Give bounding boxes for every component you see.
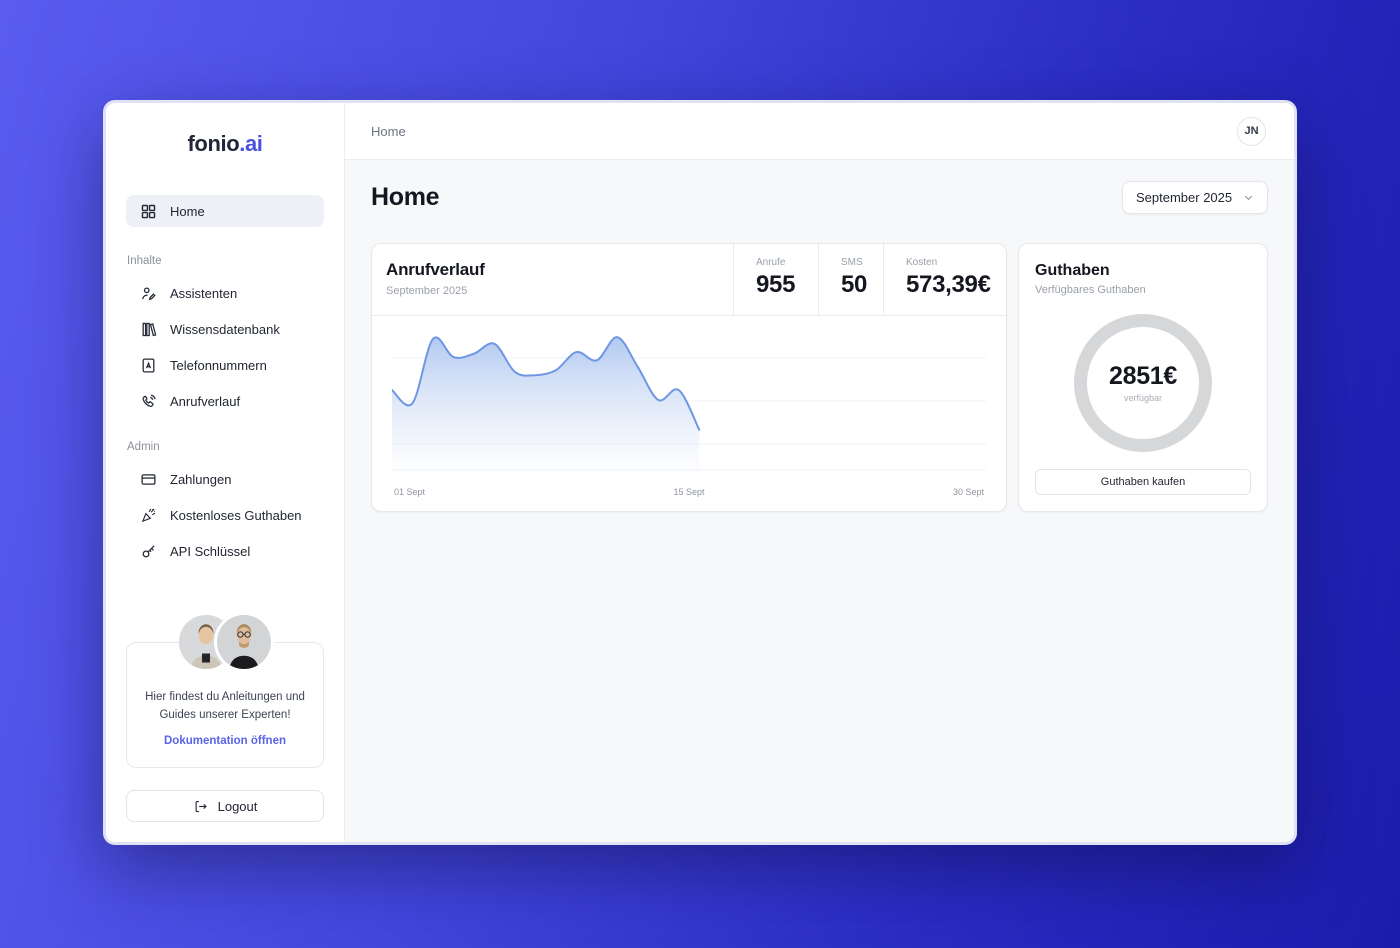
balance-caption: verfügbar [1123,393,1163,403]
chevron-down-icon [1244,195,1253,201]
phone-call-icon [140,393,157,410]
logo-text-accent: .ai [239,131,263,156]
nav-section-inhalte: Inhalte [127,255,162,267]
balance-ring: 2851€ verfügbar [1074,313,1212,452]
stat-value: 50 [841,271,868,298]
docs-message: Hier findest du Anleitungen und Guides u… [145,691,305,722]
sidebar-item-assistenten[interactable]: Assistenten [126,277,324,309]
sidebar-item-label: Kostenloses Guthaben [170,507,302,523]
page-content: Home September 2025 Anrufverlauf Septemb… [345,160,1294,842]
app-window: fonio.ai Home Inhalte Assistenten W [103,100,1297,845]
stat-kosten: Kosten 573,39€ [883,244,1006,315]
expert-avatars [179,615,271,670]
stat-label: SMS [841,257,863,268]
sidebar: fonio.ai Home Inhalte Assistenten W [106,103,345,842]
call-card-title: Anrufverlauf [386,260,485,279]
period-selector-value: September 2025 [1136,190,1233,205]
stat-anrufe: Anrufe 955 [733,244,818,315]
credit-card-icon [140,471,157,488]
call-history-card: Anrufverlauf September 2025 Anrufe 955 S… [371,243,1007,512]
stat-sms: SMS 50 [818,244,883,315]
sidebar-item-label: Assistenten [170,285,238,301]
sidebar-item-wissensdatenbank[interactable]: Wissensdatenbank [126,313,324,345]
logout-icon [195,800,207,812]
sidebar-nav: Home Inhalte Assistenten Wissensdatenban… [126,195,324,567]
assistant-person-icon [140,285,157,302]
chart-area-fill [392,337,700,476]
party-popper-icon [140,507,157,524]
buy-credit-button[interactable]: Guthaben kaufen [1035,469,1251,495]
x-tick-mid: 15 Sept [673,487,705,497]
contact-book-icon [140,357,157,374]
logout-button[interactable]: Logout [126,790,324,822]
sidebar-item-label: Zahlungen [170,471,232,487]
sidebar-item-label: API Schlüssel [170,543,251,559]
balance-card-title: Guthaben [1035,262,1110,279]
call-card-header: Anrufverlauf September 2025 Anrufe 955 S… [372,244,1006,316]
sidebar-item-telefonnummern[interactable]: Telefonnummern [126,349,324,381]
period-selector[interactable]: September 2025 [1122,181,1268,214]
sidebar-item-zahlungen[interactable]: Zahlungen [126,463,324,495]
stat-value: 573,39€ [906,271,991,298]
balance-card: Guthaben Verfügbares Guthaben 2851€ verf… [1018,243,1268,512]
logo: fonio.ai [126,131,324,157]
books-icon [140,321,157,338]
docs-card-wrap: Hier findest du Anleitungen und Guides u… [126,615,324,768]
sidebar-item-kostenloses-guthaben[interactable]: Kostenloses Guthaben [126,499,324,531]
main-area: Home JN Home September 2025 Anrufverlauf… [345,103,1294,842]
logout-label: Logout [217,798,258,814]
page-title: Home [371,183,440,211]
grid-icon [140,203,157,220]
sidebar-item-label: Anrufverlauf [170,393,241,409]
chart-line [392,336,701,431]
stat-label: Kosten [906,257,938,268]
open-documentation-link[interactable]: Dokumentation öffnen [163,735,287,747]
balance-amount: 2851€ [1108,362,1178,390]
sidebar-item-label: Telefonnummern [170,357,267,373]
chart-x-axis: 01 Sept 15 Sept 30 Sept [392,476,986,497]
topbar: Home JN [345,103,1294,160]
stat-label: Anrufe [756,257,786,268]
calls-area-chart: 01 Sept 15 Sept 30 Sept [372,316,1006,511]
sidebar-item-anrufverlauf[interactable]: Anrufverlauf [126,385,324,417]
call-stats: Anrufe 955 SMS 50 Kosten 573,39€ [733,244,1006,315]
sidebar-item-home[interactable]: Home [126,195,324,227]
stat-value: 955 [756,271,796,298]
logo-text-primary: fonio [187,131,240,156]
sidebar-item-label: Home [170,203,205,219]
key-icon [140,543,157,560]
expert-avatar-2 [217,615,271,670]
call-card-subtitle: September 2025 [386,285,468,297]
x-tick-start: 01 Sept [394,487,426,497]
user-avatar[interactable]: JN [1237,116,1266,146]
area-chart-svg [392,336,986,476]
balance-card-subtitle: Verfügbares Guthaben [1035,284,1146,296]
sidebar-item-api-schluessel[interactable]: API Schlüssel [126,535,324,567]
nav-section-admin: Admin [127,441,160,453]
breadcrumb[interactable]: Home [371,123,406,139]
x-tick-end: 30 Sept [952,487,984,497]
sidebar-item-label: Wissensdatenbank [170,321,280,337]
